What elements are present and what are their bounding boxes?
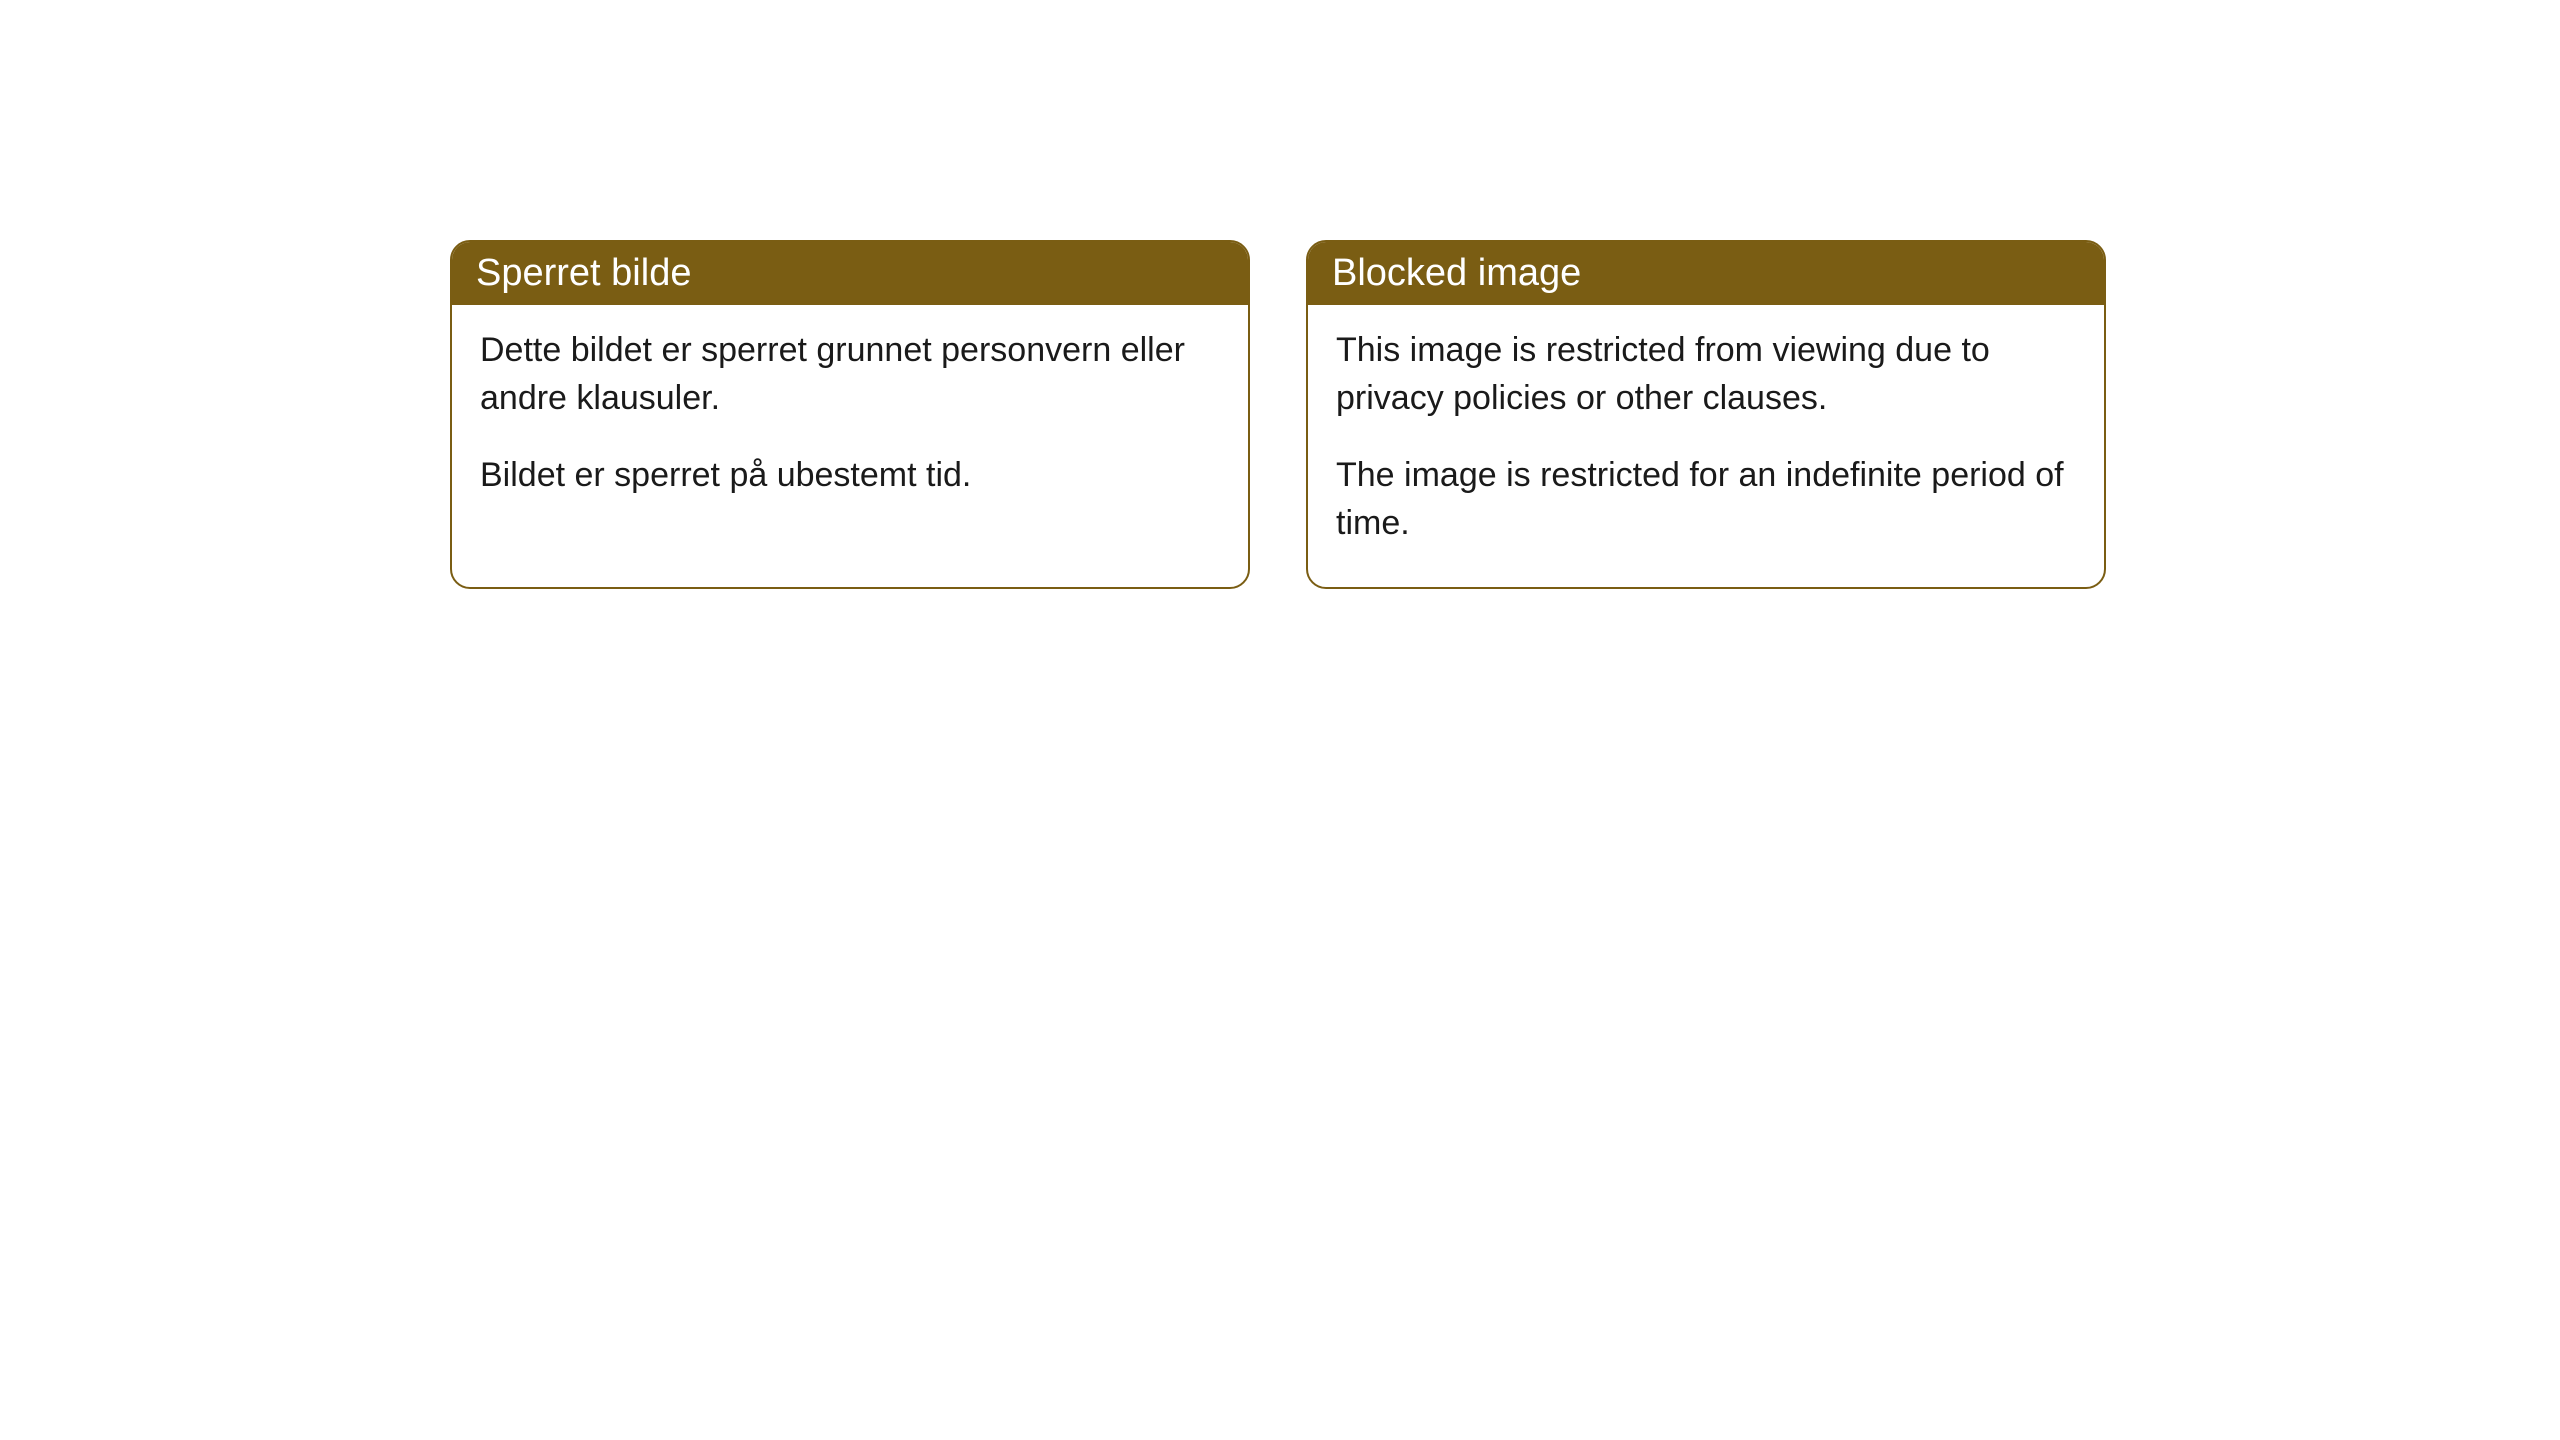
notice-cards-container: Sperret bilde Dette bildet er sperret gr… bbox=[450, 240, 2560, 589]
card-header-english: Blocked image bbox=[1308, 242, 2104, 305]
card-paragraph-2-norwegian: Bildet er sperret på ubestemt tid. bbox=[480, 452, 1220, 500]
card-body-english: This image is restricted from viewing du… bbox=[1308, 305, 2104, 587]
card-body-norwegian: Dette bildet er sperret grunnet personve… bbox=[452, 305, 1248, 540]
card-title-english: Blocked image bbox=[1332, 252, 1581, 294]
card-header-norwegian: Sperret bilde bbox=[452, 242, 1248, 305]
notice-card-norwegian: Sperret bilde Dette bildet er sperret gr… bbox=[450, 240, 1250, 589]
card-paragraph-1-english: This image is restricted from viewing du… bbox=[1336, 327, 2076, 422]
notice-card-english: Blocked image This image is restricted f… bbox=[1306, 240, 2106, 589]
card-paragraph-1-norwegian: Dette bildet er sperret grunnet personve… bbox=[480, 327, 1220, 422]
card-title-norwegian: Sperret bilde bbox=[476, 252, 691, 294]
card-paragraph-2-english: The image is restricted for an indefinit… bbox=[1336, 452, 2076, 547]
